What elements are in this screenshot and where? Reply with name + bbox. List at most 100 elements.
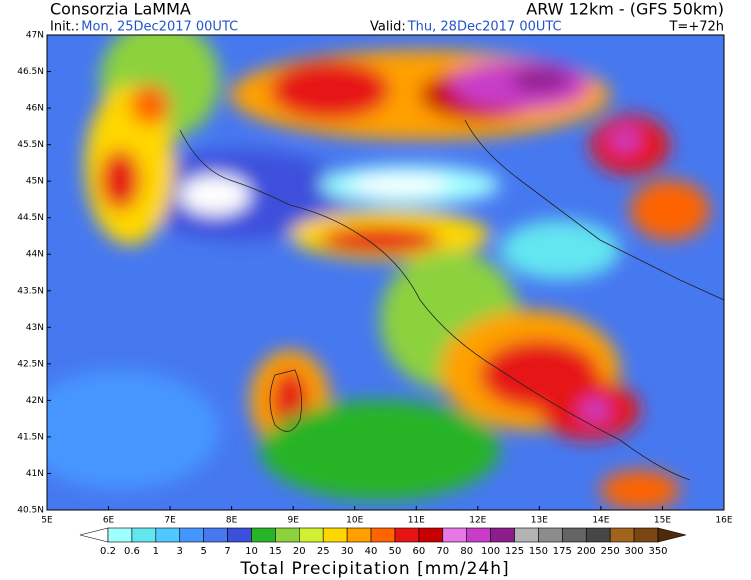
- colorbar-swatch: [251, 527, 276, 543]
- colorbar-label: 100: [481, 546, 500, 557]
- lon-label: 9E: [287, 516, 299, 526]
- precip-blob: [580, 398, 610, 422]
- lon-label: 15E: [654, 516, 671, 526]
- valid-value: Thu, 28Dec2017 00UTC: [407, 20, 562, 35]
- lon-label: 14E: [592, 516, 609, 526]
- precip-blob: [320, 226, 440, 254]
- precip-blob: [610, 128, 640, 152]
- init-label: Init.:: [50, 20, 79, 35]
- precip-blob: [260, 400, 500, 500]
- colorbar-swatch: [442, 527, 467, 543]
- colorbar-label: 3: [177, 546, 183, 557]
- coast: [289, 204, 691, 481]
- colorbar-label: 250: [601, 546, 620, 557]
- colorbar-swatch: [538, 527, 563, 543]
- colorbar-swatch: [275, 527, 300, 543]
- coastlines: [179, 119, 724, 481]
- lat-label: 46.5N: [17, 67, 44, 77]
- colorbar-swatch: [490, 527, 515, 543]
- colorbar-label: 0.6: [124, 546, 140, 557]
- colorbar-swatch: [633, 527, 659, 543]
- lat-label: 42N: [26, 396, 44, 406]
- precip-blob: [350, 175, 450, 195]
- lat-label: 42.5N: [17, 359, 44, 369]
- colorbar-swatch: [609, 527, 635, 543]
- colorbar-swatch: [131, 527, 157, 543]
- colorbar-swatch: [179, 527, 204, 543]
- lat-label: 43N: [26, 323, 44, 333]
- precip-blob: [130, 85, 170, 125]
- colorbar-swatch: [585, 527, 611, 543]
- lat-label: 44.5N: [17, 213, 44, 223]
- colorbar-swatch: [466, 527, 491, 543]
- precip-blob: [47, 370, 220, 490]
- precip-blobs: [47, 35, 710, 510]
- axes: 47N 46.5N 46N 45.5N 45N 44.5N 44N 43.5N 43N 42.5N…: [17, 31, 733, 526]
- precip-field: [47, 35, 724, 510]
- lon-label: 11E: [408, 516, 425, 526]
- colorbar-label: 175: [553, 546, 572, 557]
- precip-blob: [500, 220, 620, 280]
- colorbar: 0.2 0.6 1 3 5 7 10 15 20 25 30 40 50 60 70 80 100 125 150 1…: [79, 527, 687, 557]
- colorbar-swatch: [107, 527, 133, 543]
- colorbar-swatch: [514, 527, 539, 543]
- colorbar-label: 50: [389, 546, 402, 557]
- lon-label: 10E: [346, 516, 363, 526]
- colorbar-label: 70: [436, 546, 449, 557]
- lon-label: 8E: [226, 516, 238, 526]
- lat-label: 46N: [26, 104, 44, 114]
- colorbar-label: 80: [460, 546, 473, 557]
- colorbar-label: 200: [577, 546, 596, 557]
- lead-time: T=+72h: [668, 20, 724, 35]
- precip-blob: [630, 180, 710, 240]
- init-value: Mon, 25Dec2017 00UTC: [81, 20, 238, 35]
- colorbar-label: 5: [200, 546, 206, 557]
- coast: [179, 129, 291, 206]
- lat-label: 41.5N: [17, 432, 44, 442]
- colorbar-swatch: [394, 527, 420, 543]
- colorbar-label: 60: [413, 546, 426, 557]
- lat-label: 45.5N: [17, 140, 44, 150]
- lat-label: 43.5N: [17, 286, 44, 296]
- colorbar-label: 0.2: [100, 546, 116, 557]
- colorbar-label: 10: [245, 546, 258, 557]
- map-frame: [46, 34, 725, 511]
- colorbar-swatch: [299, 527, 324, 543]
- colorbar-label: 30: [341, 546, 354, 557]
- colorbar-label: 20: [293, 546, 306, 557]
- colorbar-label: 150: [529, 546, 548, 557]
- precip-blob: [100, 150, 140, 210]
- lat-label: 45N: [26, 177, 44, 187]
- colorbar-swatch: [370, 527, 396, 543]
- colorbar-swatch: [562, 527, 587, 543]
- lon-label: 16E: [715, 516, 732, 526]
- colorbar-arrow: [79, 527, 109, 543]
- colorbar-label: 300: [625, 546, 644, 557]
- lat-label: 40.5N: [17, 506, 44, 516]
- title: Consorzia LaMMA: [50, 0, 191, 19]
- colorbar-swatch: [346, 527, 372, 543]
- precip-blob: [270, 60, 390, 120]
- lon-label: 13E: [531, 516, 548, 526]
- lon-label: 5E: [41, 516, 53, 526]
- lon-label: 6E: [103, 516, 115, 526]
- precip-blob: [510, 68, 570, 92]
- colorbar-label: 15: [269, 546, 282, 557]
- precip-blob: [600, 470, 680, 510]
- colorbar-swatch: [418, 527, 444, 543]
- lat-label: 44N: [26, 250, 44, 260]
- lon-label: 7E: [164, 516, 176, 526]
- lat-label: 47N: [26, 31, 44, 41]
- colorbar-label: 125: [505, 546, 524, 557]
- valid-label: Valid:: [370, 20, 406, 35]
- lon-label: 12E: [469, 516, 486, 526]
- precip-blob: [180, 175, 250, 215]
- corsica: [269, 369, 303, 432]
- colorbar-swatch: [155, 527, 181, 543]
- colorbar-arrow: [657, 527, 687, 543]
- lat-label: 41N: [26, 469, 44, 479]
- colorbar-swatch: [227, 527, 252, 543]
- colorbar-label: 1: [153, 546, 159, 557]
- colorbar-swatch: [203, 527, 228, 543]
